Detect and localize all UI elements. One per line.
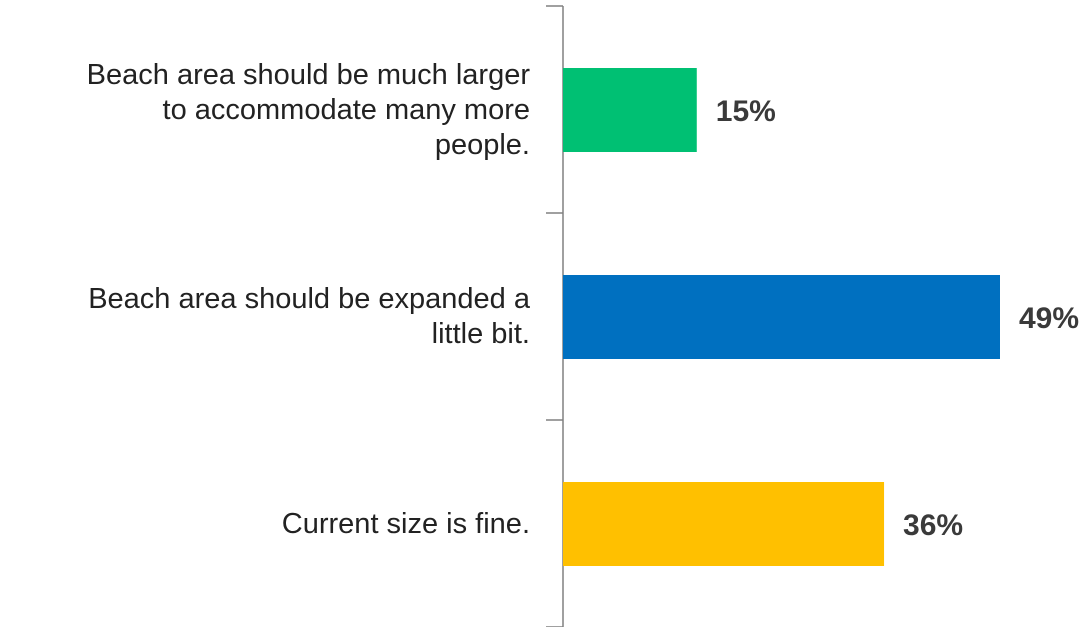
category-label-line: Current size is fine. <box>281 507 530 540</box>
bar <box>563 482 885 566</box>
category-label-line: Beach area should be expanded a <box>88 283 530 315</box>
category-label-line: Beach area should be much larger <box>86 58 530 91</box>
category-label-line: to accommodate many more <box>162 93 530 126</box>
data-label: 36% <box>903 509 963 542</box>
category-label: Beach area should be much larger to accom… <box>10 58 530 163</box>
bar <box>563 68 697 152</box>
category-label: Beach area should be expanded a little bi… <box>10 282 530 352</box>
category-label-line: people. <box>434 128 530 161</box>
data-label: 15% <box>716 95 776 128</box>
category-label: Current size is fine. <box>10 507 530 542</box>
category-label-line: little bit. <box>431 318 530 350</box>
data-label: 49% <box>1019 302 1079 335</box>
bar <box>563 275 1000 359</box>
